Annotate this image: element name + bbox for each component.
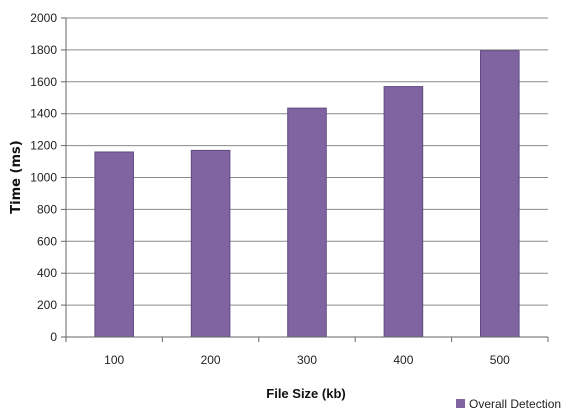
- x-tick-label: 500: [490, 353, 510, 367]
- bars: [94, 50, 520, 338]
- bar-500: [480, 50, 520, 338]
- y-tick-label: 200: [37, 298, 57, 312]
- legend-label: Overall Detection: [469, 397, 561, 411]
- bar-300: [287, 107, 327, 338]
- legend: Overall Detection: [456, 397, 561, 411]
- y-tick-label: 2000: [30, 11, 57, 25]
- x-axis-label: File Size (kb): [266, 386, 345, 401]
- y-axis-ticks: 0 200 400 600 800 1000 1200 1400 1600 1800 2000: [30, 11, 66, 344]
- y-tick-label: 0: [50, 330, 57, 344]
- bar-200: [190, 149, 231, 338]
- y-tick-label: 1200: [30, 139, 57, 153]
- y-axis-label: Time (ms): [9, 140, 24, 213]
- y-tick-label: 1800: [30, 43, 57, 57]
- y-tick-label: 1400: [30, 107, 57, 121]
- y-tick-label: 600: [37, 234, 57, 248]
- y-tick-label: 800: [37, 202, 57, 216]
- y-tick-label: 1000: [30, 171, 57, 185]
- x-tick-label: 200: [201, 353, 221, 367]
- x-tick-label: 300: [297, 353, 317, 367]
- y-tick-label: 1600: [30, 75, 57, 89]
- x-tick-label: 100: [104, 353, 124, 367]
- x-axis-ticks: 100 200 300 400 500: [65, 337, 549, 367]
- legend-swatch: [456, 399, 465, 408]
- y-tick-label: 400: [37, 266, 57, 280]
- bar-400: [383, 86, 424, 338]
- x-tick-label: 400: [393, 353, 413, 367]
- bar-100: [94, 151, 134, 338]
